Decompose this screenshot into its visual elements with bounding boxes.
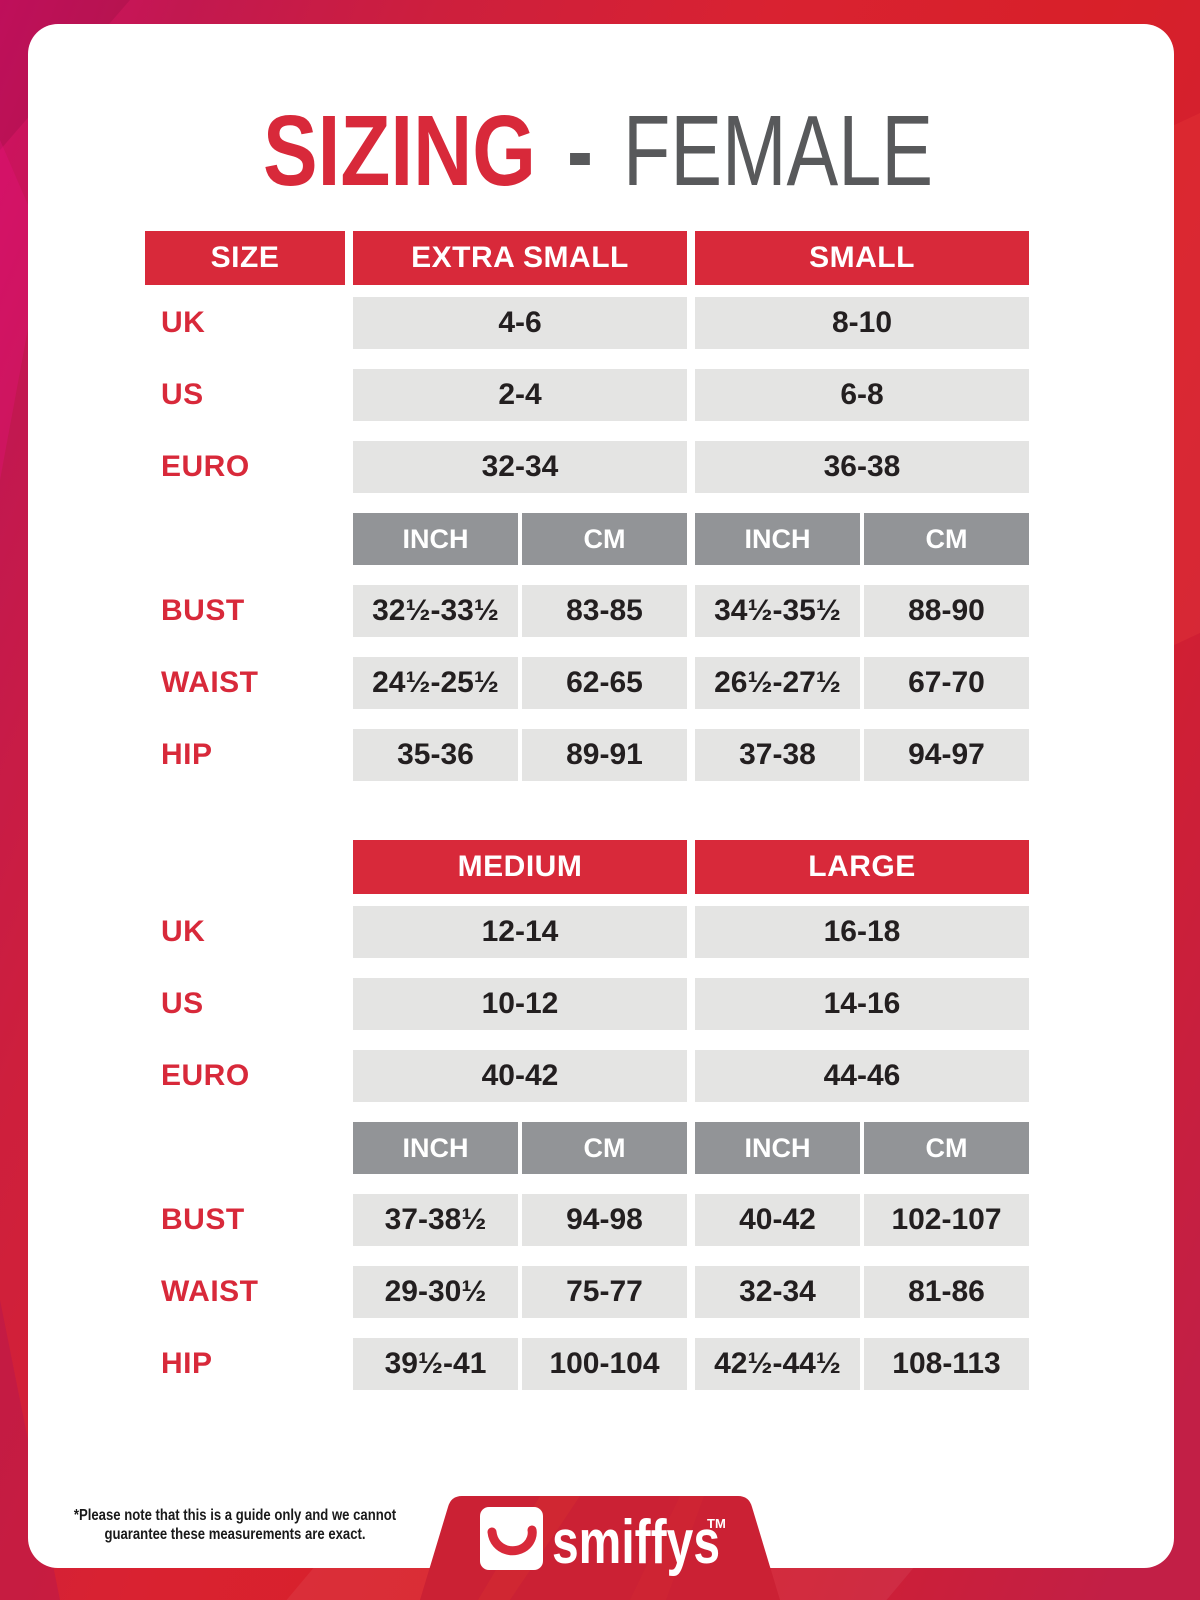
row-label-us: US bbox=[161, 987, 204, 1020]
title-female-word: FEMALE bbox=[623, 95, 933, 207]
table-row: UK 12-14 16-18 bbox=[145, 906, 1029, 958]
trademark-symbol: TM bbox=[707, 1516, 726, 1531]
measure-cell: 35-36 bbox=[353, 729, 518, 781]
size-table-m-l: MEDIUM LARGE UK 12-14 16-18 US 10-12 14-… bbox=[145, 840, 1029, 1410]
unit-header-cm: CM bbox=[864, 513, 1029, 565]
size-cell: 44-46 bbox=[695, 1050, 1029, 1102]
size-cell: 40-42 bbox=[353, 1050, 687, 1102]
size-corner-empty bbox=[145, 840, 345, 894]
size-cell: 16-18 bbox=[695, 906, 1029, 958]
measure-cell: 26½-27½ bbox=[695, 657, 860, 709]
row-label-euro: EURO bbox=[161, 1059, 250, 1092]
table-row: WAIST 29-30½ 75-77 32-34 81-86 bbox=[145, 1266, 1029, 1318]
size-cell: 8-10 bbox=[695, 297, 1029, 349]
measure-cell: 94-98 bbox=[522, 1194, 687, 1246]
table-row: BUST 37-38½ 94-98 40-42 102-107 bbox=[145, 1194, 1029, 1246]
table-row: BUST 32½-33½ 83-85 34½-35½ 88-90 bbox=[145, 585, 1029, 637]
table-row: US 2-4 6-8 bbox=[145, 369, 1029, 421]
smiffys-wordmark: smiffys bbox=[552, 1508, 720, 1577]
table-row: EURO 32-34 36-38 bbox=[145, 441, 1029, 493]
size-cell: 4-6 bbox=[353, 297, 687, 349]
measure-cell: 108-113 bbox=[864, 1338, 1029, 1390]
background-facet-decoration bbox=[1170, 113, 1200, 647]
unit-header-cm: CM bbox=[864, 1122, 1029, 1174]
row-label-bust: BUST bbox=[161, 594, 245, 627]
size-header-small: SMALL bbox=[695, 231, 1029, 285]
smiffys-banner: smiffys TM bbox=[420, 1496, 780, 1600]
row-label-euro: EURO bbox=[161, 450, 250, 483]
measure-cell: 81-86 bbox=[864, 1266, 1029, 1318]
size-cell: 14-16 bbox=[695, 978, 1029, 1030]
table-row: HIP 35-36 89-91 37-38 94-97 bbox=[145, 729, 1029, 781]
title-sizing-word: SIZING bbox=[263, 95, 536, 207]
measure-cell: 42½-44½ bbox=[695, 1338, 860, 1390]
table-header-row: MEDIUM LARGE bbox=[145, 840, 1029, 894]
row-label-us: US bbox=[161, 378, 204, 411]
page-title: SIZING - FEMALE bbox=[263, 95, 933, 207]
measure-cell: 39½-41 bbox=[353, 1338, 518, 1390]
size-table-xs-s: SIZE EXTRA SMALL SMALL UK 4-6 8-10 US 2-… bbox=[145, 231, 1029, 801]
measure-cell: 67-70 bbox=[864, 657, 1029, 709]
size-header-extra-small: EXTRA SMALL bbox=[353, 231, 687, 285]
size-cell: 2-4 bbox=[353, 369, 687, 421]
table-row: US 10-12 14-16 bbox=[145, 978, 1029, 1030]
banner-streak-decoration bbox=[630, 1496, 704, 1600]
measure-cell: 32½-33½ bbox=[353, 585, 518, 637]
measure-cell: 32-34 bbox=[695, 1266, 860, 1318]
measure-cell: 37-38 bbox=[695, 729, 860, 781]
size-header-medium: MEDIUM bbox=[353, 840, 687, 894]
disclaimer-line-1: *Please note that this is a guide only a… bbox=[73, 1507, 397, 1524]
measure-cell: 40-42 bbox=[695, 1194, 860, 1246]
measure-cell: 102-107 bbox=[864, 1194, 1029, 1246]
disclaimer-line-2: guarantee these measurements are exact. bbox=[104, 1526, 366, 1543]
row-label-bust: BUST bbox=[161, 1203, 245, 1236]
unit-header-row: INCH CM INCH CM bbox=[145, 1122, 1029, 1174]
unit-header-cm: CM bbox=[522, 513, 687, 565]
size-cell: 32-34 bbox=[353, 441, 687, 493]
row-label-uk: UK bbox=[161, 915, 206, 948]
table-row: UK 4-6 8-10 bbox=[145, 297, 1029, 349]
content-card: SIZING - FEMALE SIZE EXTRA SMALL SMALL U… bbox=[28, 24, 1174, 1568]
measure-cell: 94-97 bbox=[864, 729, 1029, 781]
row-label-waist: WAIST bbox=[161, 1275, 259, 1308]
measure-cell: 37-38½ bbox=[353, 1194, 518, 1246]
size-cell: 6-8 bbox=[695, 369, 1029, 421]
unit-header-row: INCH CM INCH CM bbox=[145, 513, 1029, 565]
footer-disclaimer: *Please note that this is a guide only a… bbox=[71, 1506, 399, 1544]
smiffys-logo: smiffys TM bbox=[480, 1507, 726, 1577]
measure-cell: 89-91 bbox=[522, 729, 687, 781]
logo-tile bbox=[480, 1507, 543, 1570]
size-cell: 36-38 bbox=[695, 441, 1029, 493]
size-cell: 10-12 bbox=[353, 978, 687, 1030]
smiffys-smile-icon bbox=[487, 1525, 537, 1556]
measure-cell: 62-65 bbox=[522, 657, 687, 709]
table-header-row: SIZE EXTRA SMALL SMALL bbox=[145, 231, 1029, 285]
measure-cell: 88-90 bbox=[864, 585, 1029, 637]
measure-cell: 34½-35½ bbox=[695, 585, 860, 637]
row-label-waist: WAIST bbox=[161, 666, 259, 699]
measure-cell: 83-85 bbox=[522, 585, 687, 637]
unit-header-inch: INCH bbox=[695, 1122, 860, 1174]
table-row: EURO 40-42 44-46 bbox=[145, 1050, 1029, 1102]
measure-cell: 24½-25½ bbox=[353, 657, 518, 709]
unit-header-cm: CM bbox=[522, 1122, 687, 1174]
table-row: HIP 39½-41 100-104 42½-44½ 108-113 bbox=[145, 1338, 1029, 1390]
measure-cell: 75-77 bbox=[522, 1266, 687, 1318]
unit-header-inch: INCH bbox=[695, 513, 860, 565]
measure-cell: 29-30½ bbox=[353, 1266, 518, 1318]
row-label-hip: HIP bbox=[161, 1347, 213, 1380]
table-row: WAIST 24½-25½ 62-65 26½-27½ 67-70 bbox=[145, 657, 1029, 709]
size-corner-header: SIZE bbox=[145, 231, 345, 285]
row-label-hip: HIP bbox=[161, 738, 213, 771]
row-label-uk: UK bbox=[161, 306, 206, 339]
unit-header-inch: INCH bbox=[353, 1122, 518, 1174]
size-header-large: LARGE bbox=[695, 840, 1029, 894]
measure-cell: 100-104 bbox=[522, 1338, 687, 1390]
unit-header-inch: INCH bbox=[353, 513, 518, 565]
size-cell: 12-14 bbox=[353, 906, 687, 958]
title-separator: - bbox=[567, 95, 593, 207]
